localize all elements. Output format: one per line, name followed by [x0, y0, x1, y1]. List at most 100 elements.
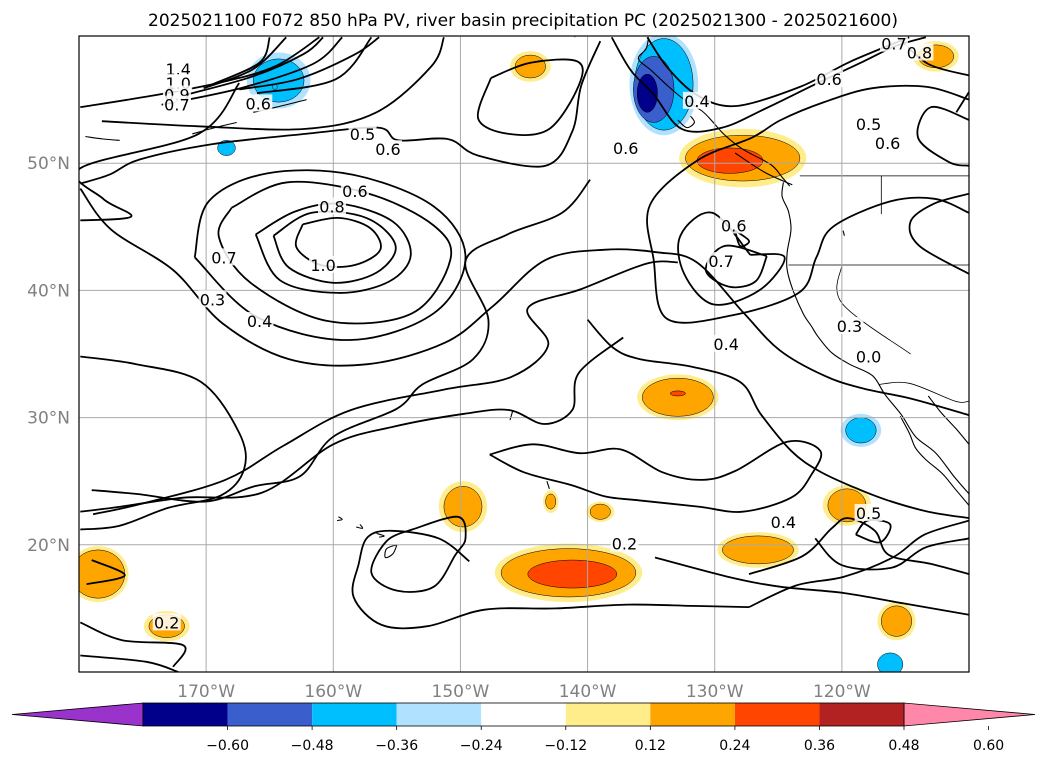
colorbar-tick-label-6: 0.24 — [719, 738, 750, 754]
contour-label-25: 0.5 — [856, 504, 881, 523]
pv-contour-24 — [734, 229, 750, 248]
contour-label-26: 0.4 — [771, 513, 796, 532]
contour-label-bg-17 — [879, 36, 908, 52]
colorbar-outline — [142, 702, 905, 727]
contour-label-bg-21 — [719, 216, 748, 234]
contour-label-21: 0.6 — [721, 217, 746, 236]
precip-shade-9 — [845, 417, 877, 444]
precip-shade-29 — [527, 559, 618, 589]
contour-label-bg-3 — [162, 95, 191, 113]
colorbar-tick-label-7: 0.36 — [804, 738, 835, 754]
precip-shade-19 — [641, 377, 714, 417]
contour-label-bg-27 — [610, 534, 639, 552]
pv-contour-20 — [646, 36, 910, 108]
coastline-0 — [637, 37, 791, 187]
contour-label-12: 0.4 — [247, 312, 272, 331]
lat-tick-label-2: 30°N — [27, 409, 70, 429]
contour-label-16: 0.5 — [856, 115, 881, 134]
pv-contour-26 — [955, 91, 969, 113]
contour-label-7: 0.6 — [342, 182, 367, 201]
contour-label-bg-26 — [769, 512, 798, 530]
colorbar-box-6 — [650, 703, 735, 726]
coastline-10 — [376, 532, 385, 538]
pv-contour-19 — [610, 36, 927, 133]
colorbar-tick-label-5: 0.12 — [635, 738, 666, 754]
contour-label-13: 0.6 — [613, 139, 638, 158]
precip-shade-24 — [545, 493, 557, 510]
pv-contour-38 — [855, 519, 892, 544]
pv-contour-33 — [748, 519, 969, 608]
pv-contour-35 — [370, 515, 467, 593]
coastline-8 — [677, 115, 695, 129]
contour-label-6: 0.6 — [375, 140, 400, 159]
pv-contour-41 — [79, 621, 187, 668]
colorbar-tick-label-8: 0.48 — [888, 738, 919, 754]
colorbar-box-3 — [396, 703, 482, 726]
contour-label-bg-0 — [164, 60, 193, 78]
pv-contour-37 — [814, 537, 969, 571]
border-1 — [878, 381, 969, 403]
contour-label-bg-10 — [209, 248, 238, 266]
precip-shade-35 — [881, 605, 913, 637]
precip-shade-31 — [722, 535, 794, 565]
pv-contour-34 — [351, 529, 750, 630]
lon-tick-label-5: 120°W — [813, 682, 871, 702]
contour-label-bg-7 — [340, 182, 369, 200]
pv-contour-22 — [704, 244, 768, 289]
contour-label-bg-9 — [309, 255, 338, 273]
coastline-1 — [781, 182, 969, 495]
pv-contour-40 — [86, 559, 126, 586]
pv-contour-4 — [181, 36, 324, 97]
contour-label-8: 0.8 — [319, 197, 344, 216]
coastline-6 — [85, 135, 120, 141]
contour-label-bg-11 — [198, 290, 227, 308]
contour-label-bg-5 — [348, 124, 377, 142]
colorbar-extend-high — [903, 702, 1036, 727]
contour-label-19: 0.6 — [875, 134, 900, 153]
longitude-axis: 170°W 160°W 150°W 140°W 130°W 120°W — [177, 682, 871, 702]
contour-label-15: 0.6 — [816, 70, 841, 89]
precip-shade-26 — [589, 503, 611, 520]
pv-contour-16 — [80, 40, 602, 185]
contour-label-20: 0.7 — [708, 252, 733, 271]
pv-contour-42 — [80, 654, 179, 672]
coastline-3 — [927, 395, 969, 445]
pv-contour-5 — [203, 36, 287, 90]
contour-label-bg-4 — [244, 94, 273, 112]
map-panel: 1.41.00.90.7 0.60.50.60.60.81.00.70.30.40… — [78, 35, 970, 673]
pv-contour-30 — [80, 336, 624, 513]
contour-label-17: 0.7 — [881, 35, 906, 54]
colorbar-tick-label-3: −0.24 — [460, 738, 503, 754]
lon-tick-label-1: 160°W — [304, 682, 362, 702]
contour-label-bg-6 — [373, 140, 402, 158]
pv-contour-27 — [916, 105, 969, 167]
precip-shade-6 — [217, 140, 236, 156]
pv-contour-18 — [476, 58, 584, 137]
pv-contour-23 — [677, 211, 786, 306]
colorbar-box-2 — [312, 703, 397, 726]
pv-contour-14 — [80, 355, 247, 531]
contour-label-bg-24 — [854, 347, 883, 365]
colorbar-extend-low — [11, 702, 144, 727]
lat-tick-label-0: 50°N — [27, 154, 70, 174]
pv-contour-13 — [272, 210, 397, 284]
pv-contour-21 — [646, 84, 969, 324]
pv-contour-28 — [908, 192, 969, 275]
colorbar-tick-label-9: 0.60 — [973, 738, 1004, 754]
pv-contour-36 — [748, 517, 969, 575]
contour-label-bg-18 — [905, 43, 934, 61]
contour-label-bg-12 — [245, 311, 274, 329]
contour-label-18: 0.8 — [907, 44, 932, 63]
contour-label-bg-25 — [854, 504, 883, 521]
colorbar-box-4 — [481, 703, 566, 726]
pv-contour-15 — [79, 188, 969, 416]
precip-shade-15 — [696, 147, 764, 174]
contour-label-5: 0.5 — [350, 125, 375, 144]
contour-label-14: 0.4 — [684, 92, 709, 111]
lon-tick-label-2: 150°W — [432, 682, 490, 702]
colorbar-tick-label-2: −0.36 — [375, 738, 418, 754]
pv-contour-32 — [489, 440, 823, 513]
pv-contour-17 — [91, 179, 591, 503]
pv-contour-39 — [654, 556, 969, 616]
contour-label-bg-16 — [854, 114, 883, 132]
